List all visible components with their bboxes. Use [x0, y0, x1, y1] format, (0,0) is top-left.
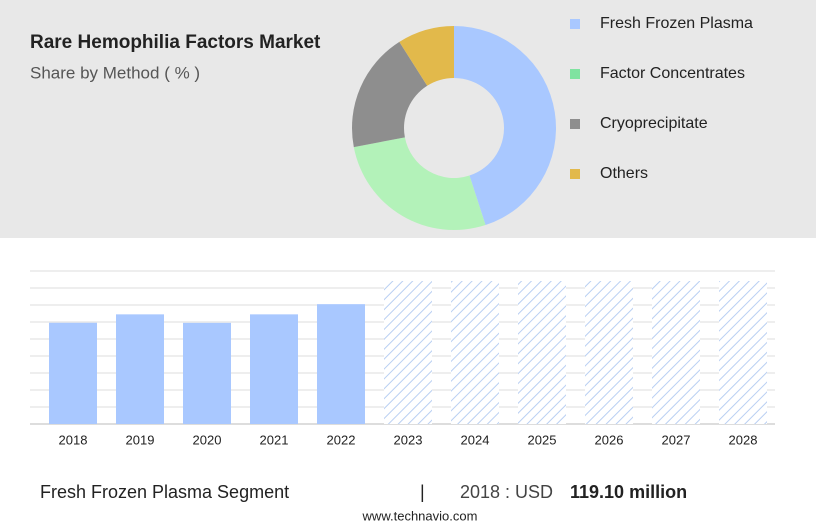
- donut-slice: [352, 41, 428, 148]
- x-tick-label: 2018: [59, 432, 88, 447]
- bar: [250, 314, 298, 424]
- donut-slice: [353, 137, 486, 231]
- x-tick-label: 2024: [461, 432, 490, 447]
- forecast-placeholder: [518, 281, 566, 424]
- x-tick-label: 2019: [126, 432, 155, 447]
- chart-subtitle: Share by Method ( % ): [30, 63, 200, 82]
- bar: [116, 314, 164, 424]
- legend-swatch: [570, 19, 580, 29]
- forecast-placeholder: [719, 281, 767, 424]
- chart-title: Rare Hemophilia Factors Market: [30, 32, 321, 53]
- footer-value: 119.10 million: [570, 482, 687, 502]
- legend-label: Others: [600, 165, 648, 182]
- x-tick-label: 2021: [260, 432, 289, 447]
- legend-swatch: [570, 69, 580, 79]
- footer-year: 2018 : USD: [460, 482, 553, 502]
- donut-slice: [399, 26, 454, 86]
- website: www.technavio.com: [362, 508, 478, 523]
- legend-swatch: [570, 119, 580, 129]
- forecast-placeholder: [451, 281, 499, 424]
- bar: [317, 304, 365, 424]
- legend-label: Cryoprecipitate: [600, 115, 708, 132]
- x-tick-label: 2025: [528, 432, 557, 447]
- legend-label: Fresh Frozen Plasma: [600, 15, 753, 32]
- forecast-placeholder: [384, 281, 432, 424]
- x-tick-label: 2027: [662, 432, 691, 447]
- footer-segment: Fresh Frozen Plasma Segment: [40, 482, 289, 502]
- bar: [49, 322, 97, 424]
- donut-slice: [454, 26, 557, 226]
- x-tick-label: 2020: [193, 432, 222, 447]
- legend-swatch: [570, 169, 580, 179]
- x-tick-label: 2023: [394, 432, 423, 447]
- forecast-placeholder: [585, 281, 633, 424]
- x-tick-label: 2022: [327, 432, 356, 447]
- legend-label: Factor Concentrates: [600, 65, 745, 82]
- x-tick-label: 2028: [729, 432, 758, 447]
- x-tick-label: 2026: [595, 432, 624, 447]
- forecast-placeholder: [652, 281, 700, 424]
- bar: [183, 322, 231, 424]
- footer-separator: |: [420, 482, 425, 502]
